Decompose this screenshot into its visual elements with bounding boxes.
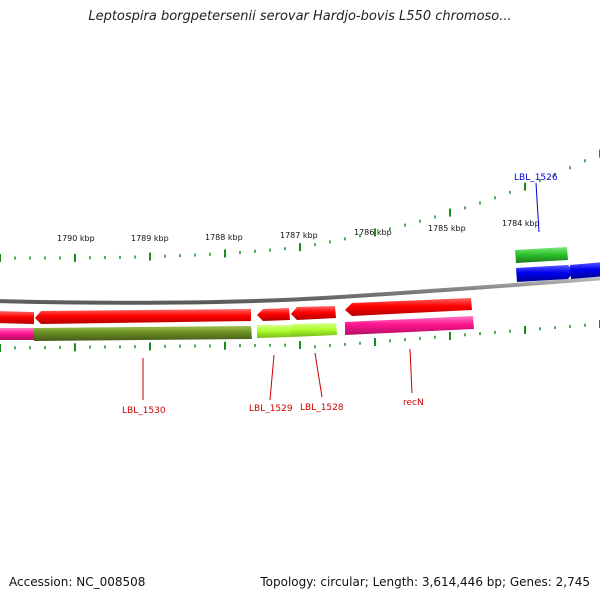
kbp-label: 1790 kbp [57,234,95,243]
label-leader-line [535,182,540,233]
gene-arrow-red[interactable] [345,298,472,316]
gene-feature-green[interactable] [515,247,568,263]
gene-arrow-red[interactable] [35,309,251,324]
gene-arrow-red[interactable] [291,306,336,320]
kbp-label: 1784 kbp [502,219,540,228]
gene-feature-blue[interactable] [570,262,600,279]
gene-arrow-red[interactable] [257,308,290,321]
kbp-label: 1788 kbp [205,233,243,242]
gene-feature-magenta[interactable] [0,328,34,340]
accession-text: Accession: NC_008508 [9,575,146,589]
kbp-label: 1786 kbp [354,228,392,237]
kbp-label: 1789 kbp [131,234,169,243]
outer-tick-ring [0,149,600,262]
gene-feature-blue[interactable] [516,265,574,282]
gene-feature-lime[interactable] [291,323,337,337]
kbp-label: 1785 kbp [428,224,466,233]
map-title: Leptospira borgpetersenii serovar Hardjo… [88,9,512,24]
chromosome-backbone [0,276,600,305]
gene-label-lbl-1528[interactable]: LBL_1528 [300,403,344,413]
kbp-scale-labels: 1790 kbp 1789 kbp 1788 kbp 1787 kbp 1786… [57,219,540,243]
gene-feature-lime[interactable] [257,325,291,338]
gene-label-lbl-1529[interactable]: LBL_1529 [249,404,293,414]
label-leader-line [269,354,275,401]
gene-label-lbl-1530[interactable]: LBL_1530 [122,406,166,416]
gene-feature-olive[interactable] [34,326,252,341]
gene-label-lbl-1526[interactable]: LBL_1526 [514,173,558,183]
label-leader-line [409,348,413,394]
gene-feature-magenta[interactable] [345,316,474,335]
kbp-label: 1787 kbp [280,231,318,240]
gene-label-recn[interactable]: recN [403,398,424,408]
inner-tick-ring [0,320,600,352]
genome-summary-text: Topology: circular; Length: 3,614,446 bp… [260,575,590,589]
label-leader-line [314,352,323,398]
gene-arrow-red[interactable] [0,311,34,324]
